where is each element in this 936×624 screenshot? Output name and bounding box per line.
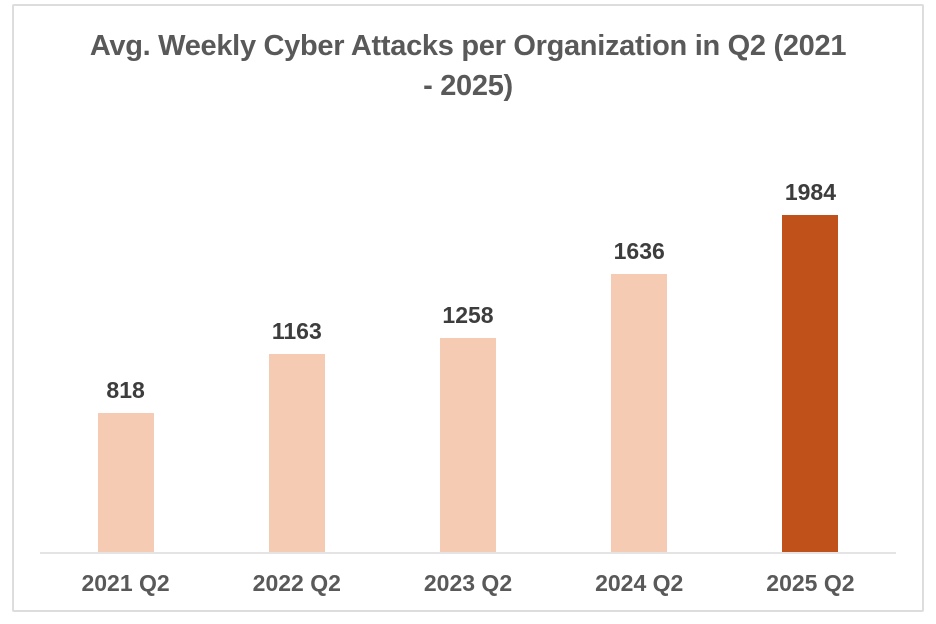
- bar-column: 1258: [382, 110, 553, 553]
- bar: [782, 215, 839, 553]
- bar: [440, 338, 496, 553]
- bar-value-label: 1258: [442, 302, 494, 329]
- x-axis-tick-label: 2022 Q2: [252, 570, 341, 597]
- x-axis-tick-label: 2025 Q2: [766, 570, 855, 597]
- plot-area: 818 1163 1258 1636 1984 2021 Q2 2022 Q2 2023 Q…: [40, 110, 896, 597]
- bar: [611, 274, 668, 553]
- bar-value-label: 1163: [271, 318, 322, 345]
- bar-column: 1984: [725, 110, 896, 553]
- x-axis-tick-label: 2023 Q2: [423, 570, 513, 597]
- bar-column: 1636: [554, 110, 725, 553]
- bar-value-label: 818: [106, 377, 145, 404]
- bar-column: 818: [40, 110, 211, 553]
- bar-value-label: 1984: [784, 179, 836, 206]
- bars-container: 818 1163 1258 1636 1984: [40, 110, 896, 555]
- x-axis-tick-label: 2024 Q2: [595, 570, 684, 597]
- x-axis-tick-label: 2021 Q2: [81, 570, 170, 597]
- bar: [268, 354, 325, 553]
- chart-title: Avg. Weekly Cyber Attacks per Organizati…: [89, 30, 847, 103]
- x-axis-labels-row: 2021 Q2 2022 Q2 2023 Q2 2024 Q2 2025 Q2: [40, 554, 896, 597]
- bar-column: 1163: [211, 110, 382, 553]
- chart-frame: Avg. Weekly Cyber Attacks per Organizati…: [12, 4, 924, 612]
- bar: [97, 413, 154, 553]
- bar-value-label: 1636: [613, 238, 665, 265]
